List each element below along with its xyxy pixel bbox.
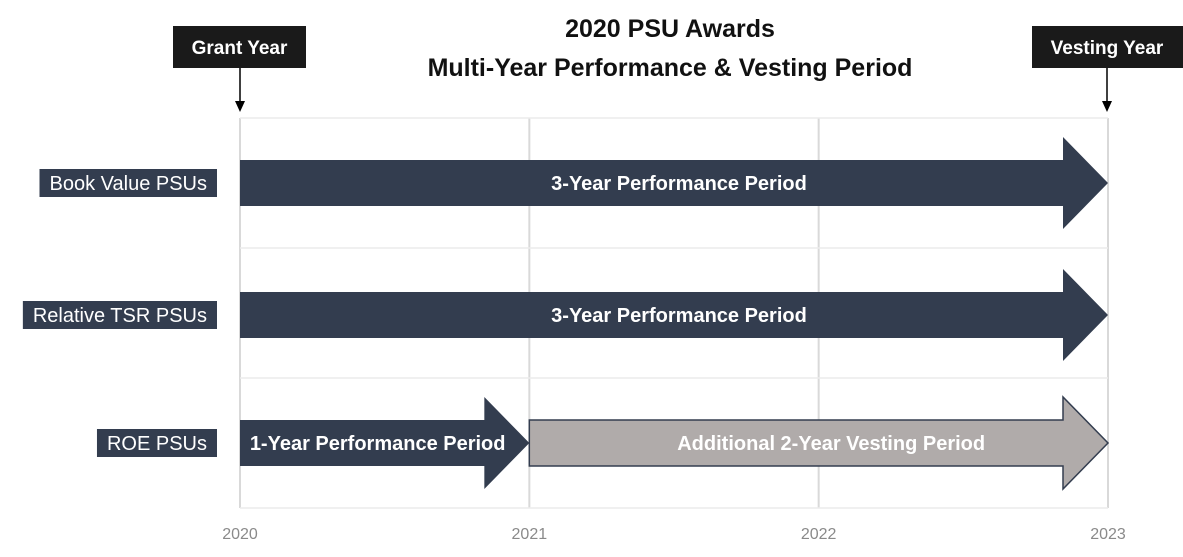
vesting-period-arrow: Additional 2-Year Vesting Period [528,395,1110,491]
diagram-title-line-2: Multi-Year Performance & Vesting Period [428,54,913,82]
performance-period-arrow-shape [240,137,1108,229]
grant-year-label: Grant Year [192,38,288,59]
vesting-period-arrow-shape [528,395,1110,491]
performance-period-arrow: 3-Year Performance Period [240,137,1108,229]
row-label-text: ROE PSUs [107,433,207,455]
x-axis: 2020 2021 2022 2023 [222,526,1126,543]
vesting-year-arrowhead [1102,101,1112,112]
x-tick-label-2021: 2021 [512,526,548,543]
performance-period-label: 1-Year Performance Period [250,433,506,455]
vesting-year-label: Vesting Year [1051,38,1164,59]
row-label-background [96,429,217,457]
performance-period-label: 3-Year Performance Period [551,305,807,327]
performance-period-arrow-shape [240,269,1108,361]
performance-period-arrow: 1-Year Performance Period [240,397,530,489]
row-label: ROE PSUs [96,429,217,457]
vesting-year-tag [1032,26,1183,68]
row-label: Relative TSR PSUs [22,301,217,329]
performance-period-arrow: 3-Year Performance Period [240,269,1108,361]
vesting-year-marker: Vesting Year [1032,26,1183,112]
grant-year-marker: Grant Year [173,26,306,112]
row-label-text: Relative TSR PSUs [33,305,207,327]
row-label: Book Value PSUs [39,169,217,197]
row-label-background [39,169,217,197]
grant-year-tag [173,26,306,68]
bars-layer: 3-Year Performance Period 3-Year Performa… [240,137,1110,491]
x-tick-label-2020: 2020 [222,526,258,543]
performance-period-arrow-shape [240,397,530,489]
vesting-period-label: Additional 2-Year Vesting Period [677,433,985,455]
grant-year-arrowhead [235,101,245,112]
performance-period-label: 3-Year Performance Period [551,173,807,195]
row-label-text: Book Value PSUs [50,173,208,195]
x-tick-label-2023: 2023 [1090,526,1126,543]
x-tick-label-2022: 2022 [801,526,837,543]
row-labels: Book Value PSUs Relative TSR PSUs ROE PSUs [22,169,217,457]
row-label-background [22,301,217,329]
diagram-title-line-1: 2020 PSU Awards [565,15,775,43]
